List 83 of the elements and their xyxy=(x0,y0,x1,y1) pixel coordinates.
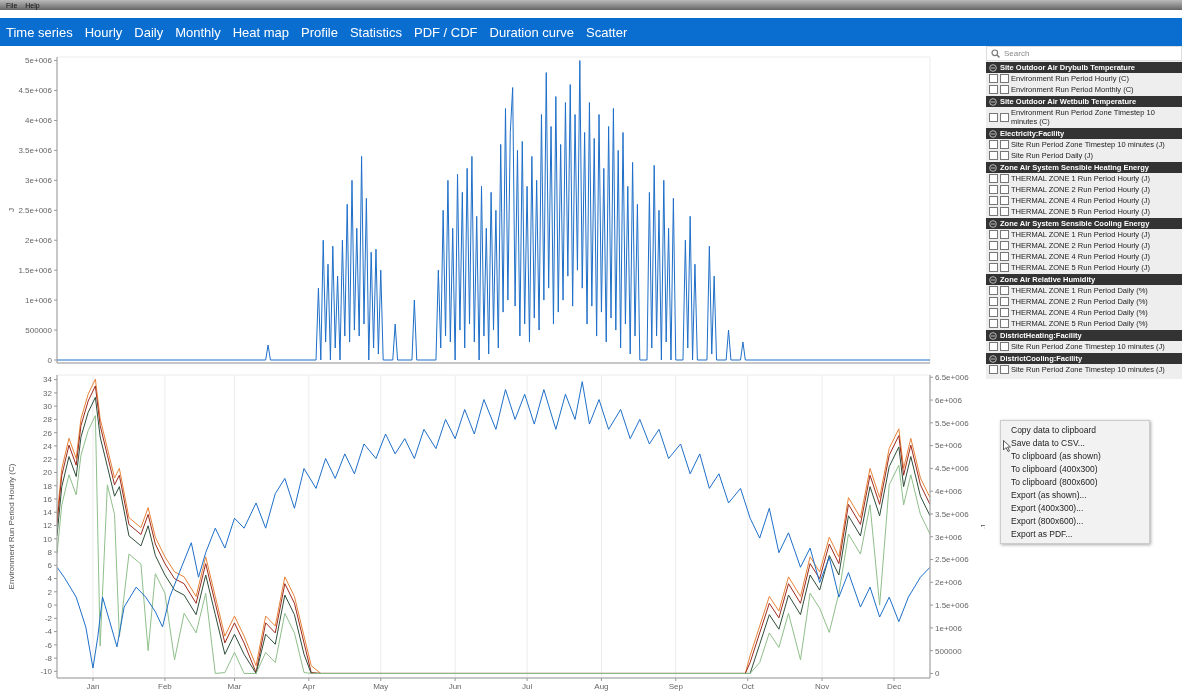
y2-tick-label: 3e+006 xyxy=(935,532,963,542)
text: Monthly xyxy=(175,24,221,40)
text: PDF / CDF xyxy=(413,24,478,40)
x-tick-label: May xyxy=(373,681,389,691)
y2-tick-label: 6.5e+006 xyxy=(935,373,970,383)
y-tick-label: 5e+006 xyxy=(25,56,53,66)
y-tick-label: 4 xyxy=(47,574,53,584)
y2-tick-label: 5.5e+006 xyxy=(935,418,970,428)
y-tick-label: -4 xyxy=(44,627,53,637)
y-tick-label: -2 xyxy=(44,614,53,624)
y2-tick-label: 2e+006 xyxy=(935,578,963,588)
y2-tick-label: 4e+006 xyxy=(935,487,963,497)
y-tick-label: 3.5e+006 xyxy=(18,146,53,156)
y-tick-label: 20 xyxy=(43,468,53,478)
text: Hourly xyxy=(84,24,123,40)
y-tick-label: 8 xyxy=(47,547,53,557)
text: Scatter xyxy=(586,24,628,40)
y-tick-label: 3e+006 xyxy=(25,176,53,186)
y-tick-label: 2 xyxy=(47,587,53,597)
y2-tick-label: 3.5e+006 xyxy=(935,509,970,519)
y-tick-label: 14 xyxy=(43,508,53,518)
y-tick-label: 0 xyxy=(47,355,53,365)
x-tick-label: Apr xyxy=(302,681,316,691)
y-tick-label: 34 xyxy=(43,375,53,385)
x-tick-label: Aug xyxy=(594,681,609,691)
x-tick-label: Mar xyxy=(227,681,242,691)
x-tick-label: Jan xyxy=(86,681,100,691)
text: Export (400x300)... xyxy=(1011,503,1085,513)
y-tick-label: 30 xyxy=(43,402,53,411)
x-tick-label: Nov xyxy=(814,681,830,691)
y2-tick-label: 4.5e+006 xyxy=(935,464,970,474)
y-tick-label: -6 xyxy=(44,640,53,650)
x-tick-label: Jun xyxy=(448,681,462,691)
y-tick-label: 24 xyxy=(43,441,53,451)
text: Search xyxy=(1004,49,1030,58)
text: Daily xyxy=(134,24,164,40)
y2-tick-label: 1.5e+006 xyxy=(935,600,970,610)
text: To clipboard (800x600) xyxy=(1011,477,1099,487)
x-tick-label: Sep xyxy=(668,681,684,691)
text: Copy data to clipboard xyxy=(1011,425,1098,435)
y-tick-label: 26 xyxy=(43,428,53,438)
y-tick-label: 1.5e+006 xyxy=(18,266,53,276)
y-tick-label: 4e+006 xyxy=(25,116,53,126)
x-tick-label: Feb xyxy=(158,681,173,691)
y-tick-label: 6 xyxy=(47,561,53,571)
text: Export (as shown)... xyxy=(1011,490,1088,500)
y-axis-title: Environment Run Period Hourly (C) xyxy=(6,463,16,590)
text: Statistics xyxy=(349,24,402,40)
x-tick-label: Jul xyxy=(521,681,533,691)
y2-tick-label: 2.5e+006 xyxy=(935,555,970,565)
y2-tick-label: 0 xyxy=(935,669,940,679)
y-tick-label: 16 xyxy=(43,494,53,504)
y-tick-label: 18 xyxy=(43,481,53,491)
text: Export (800x600)... xyxy=(1011,516,1085,526)
y-tick-label: 12 xyxy=(43,521,53,531)
y-tick-label: -8 xyxy=(44,653,53,663)
y2-tick-label: 1e+006 xyxy=(935,623,963,633)
y-tick-label: 28 xyxy=(43,415,53,425)
y-tick-label: 1e+006 xyxy=(25,295,53,305)
y-tick-label: 2.5e+006 xyxy=(18,206,53,216)
x-tick-label: Dec xyxy=(886,681,902,691)
text: Export as PDF... xyxy=(1011,529,1074,539)
text: To clipboard (400x300) xyxy=(1011,464,1099,474)
y-tick-label: 32 xyxy=(43,388,53,398)
y2-tick-label: 500000 xyxy=(935,646,963,656)
y-tick-label: 500000 xyxy=(25,325,53,335)
y2-tick-label: 5e+006 xyxy=(935,441,963,451)
y-tick-label: 10 xyxy=(43,534,53,544)
y-tick-label: -10 xyxy=(40,667,53,677)
text: Profile xyxy=(301,24,338,40)
y-tick-label: 2e+006 xyxy=(25,236,53,246)
y-tick-label: 0 xyxy=(47,600,53,610)
y-tick-label: 4.5e+006 xyxy=(18,86,53,96)
y-tick-label: 22 xyxy=(43,455,53,465)
text: Time series xyxy=(6,24,73,40)
text: Heat map xyxy=(232,24,290,40)
text: To clipboard (as shown) xyxy=(1011,451,1101,461)
text: Save data to CSV... xyxy=(1011,438,1086,448)
y2-tick-label: 6e+006 xyxy=(935,395,963,405)
y2-axis-title: J xyxy=(978,524,988,529)
text: Duration curve xyxy=(489,24,575,40)
x-tick-label: Oct xyxy=(741,681,755,691)
y-axis-title: J xyxy=(6,208,16,212)
